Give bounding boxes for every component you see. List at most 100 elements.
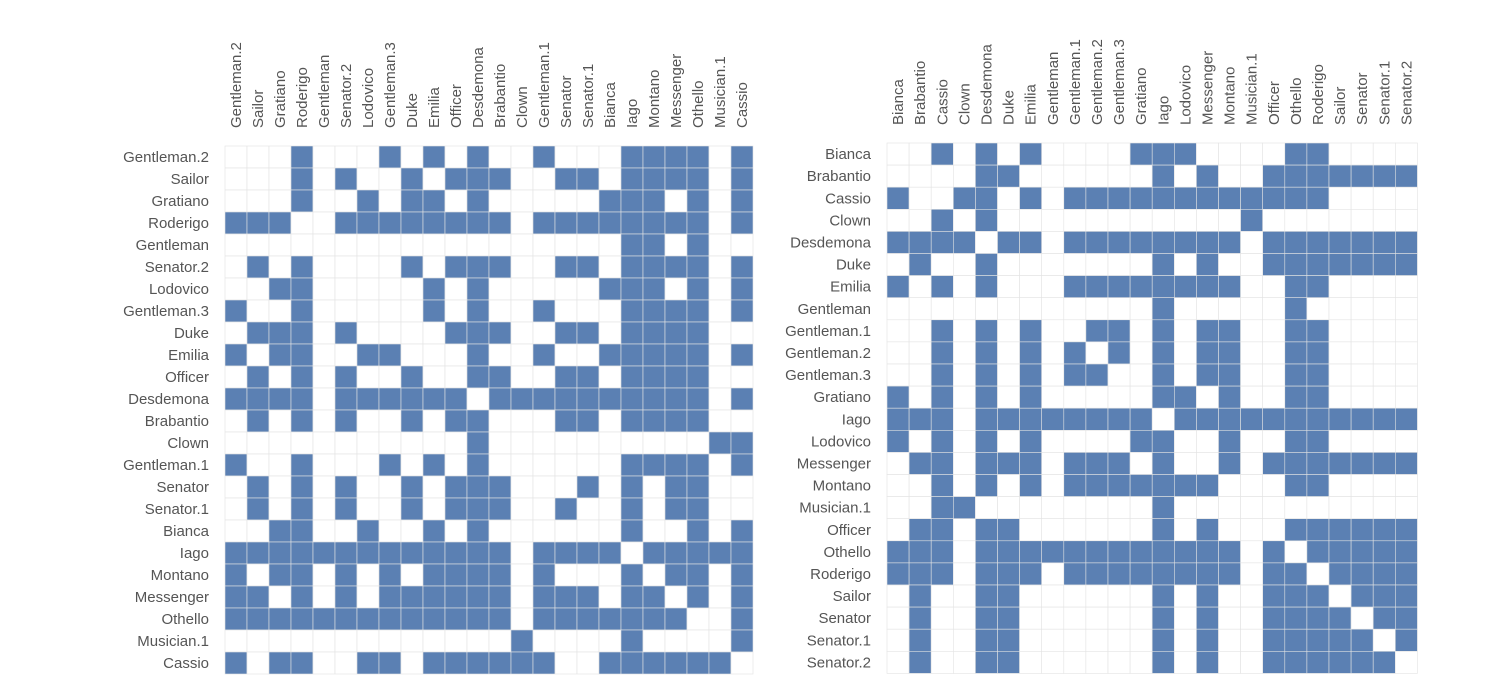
matrix-cell	[708, 651, 732, 675]
matrix-cell	[997, 650, 1020, 674]
matrix-cell	[576, 629, 600, 653]
matrix-cell	[1085, 474, 1109, 497]
matrix-cell	[686, 519, 710, 543]
matrix-cell	[886, 275, 910, 299]
matrix-cell	[1240, 584, 1263, 608]
matrix-cell	[488, 233, 512, 257]
matrix-cell	[997, 319, 1020, 343]
matrix-cell	[290, 145, 314, 169]
matrix-cell	[554, 563, 578, 587]
matrix-cell	[1328, 385, 1352, 409]
matrix-cell	[268, 563, 292, 587]
matrix-cell	[598, 343, 622, 367]
matrix-cell	[532, 387, 556, 411]
matrix-cell	[510, 189, 534, 213]
row-label: Gratiano	[813, 389, 871, 406]
matrix-cell	[444, 541, 468, 565]
matrix-cell	[466, 629, 490, 653]
matrix-cell	[1085, 209, 1109, 232]
matrix-cell	[1063, 407, 1087, 431]
column-label: Messenger	[1199, 51, 1216, 125]
matrix-cell	[224, 233, 248, 257]
matrix-cell	[1328, 142, 1352, 166]
matrix-cell	[620, 607, 644, 631]
matrix-cell	[356, 321, 380, 345]
matrix-cell	[620, 365, 644, 389]
matrix-cell	[1196, 385, 1219, 409]
matrix-cell	[466, 607, 490, 631]
matrix-cell	[1129, 209, 1153, 232]
matrix-cell	[334, 475, 358, 499]
matrix-cell	[290, 541, 314, 565]
matrix-cell	[356, 607, 380, 631]
matrix-cell	[1041, 496, 1065, 520]
column-label: Cassio	[734, 82, 751, 128]
matrix-cell	[908, 429, 932, 453]
matrix-cell	[312, 277, 336, 301]
matrix-cell	[1218, 142, 1241, 166]
matrix-cell	[1328, 496, 1352, 520]
matrix-cell	[488, 343, 512, 367]
matrix-cell	[510, 233, 534, 257]
matrix-cell	[444, 387, 468, 411]
matrix-cell	[997, 562, 1020, 586]
row-label: Senator.2	[145, 259, 209, 276]
matrix-cell	[334, 167, 358, 191]
matrix-cell	[598, 519, 622, 543]
matrix-cell	[510, 145, 534, 169]
matrix-cell	[1350, 363, 1374, 387]
matrix-cell	[1085, 452, 1109, 475]
matrix-cell	[686, 453, 710, 477]
matrix-cell	[975, 253, 998, 276]
matrix-cell	[1151, 474, 1175, 497]
matrix-cell	[334, 497, 358, 521]
matrix-cell	[598, 277, 622, 301]
matrix-cell	[1174, 253, 1197, 276]
matrix-cell	[268, 365, 292, 389]
column-label: Othello	[1288, 77, 1305, 125]
matrix-cell	[1306, 319, 1330, 343]
matrix-cell	[488, 277, 512, 301]
matrix-cell	[1107, 518, 1131, 542]
matrix-cell	[444, 519, 468, 543]
matrix-cell	[975, 606, 998, 630]
matrix-cell	[334, 387, 358, 411]
matrix-cell	[1350, 540, 1374, 564]
matrix-cell	[312, 607, 336, 631]
matrix-cell	[1328, 363, 1352, 387]
matrix-cell	[620, 343, 644, 367]
matrix-cell	[268, 541, 292, 565]
column-label: Cassio	[934, 79, 951, 125]
matrix-cell	[224, 629, 248, 653]
matrix-cell	[886, 606, 910, 630]
matrix-cell	[422, 497, 446, 521]
matrix-cell	[246, 365, 270, 389]
matrix-cell	[334, 453, 358, 477]
matrix-cell	[510, 255, 534, 279]
matrix-cell	[400, 299, 424, 323]
matrix-cell	[444, 343, 468, 367]
matrix-cell	[1262, 385, 1286, 409]
matrix-cell	[1085, 584, 1109, 608]
matrix-cell	[246, 255, 270, 279]
row-label: Bianca	[825, 146, 872, 163]
matrix-cell	[1218, 186, 1241, 210]
matrix-cell	[1218, 540, 1241, 564]
matrix-cell	[730, 497, 754, 521]
matrix-cell	[1019, 606, 1042, 630]
matrix-cell	[224, 167, 248, 191]
matrix-cell	[1262, 164, 1286, 188]
matrix-cell	[642, 365, 666, 389]
matrix-cell	[886, 363, 910, 387]
matrix-cell	[422, 277, 446, 301]
matrix-cell	[356, 453, 380, 477]
matrix-cell	[466, 541, 490, 565]
matrix-cell	[1129, 429, 1153, 453]
matrix-cell	[312, 585, 336, 609]
matrix-cell	[1284, 584, 1308, 608]
matrix-cell	[1328, 407, 1352, 431]
matrix-cell	[1306, 231, 1330, 254]
matrix-cell	[1262, 319, 1286, 343]
matrix-cell	[554, 233, 578, 257]
matrix-cell	[1107, 275, 1131, 299]
